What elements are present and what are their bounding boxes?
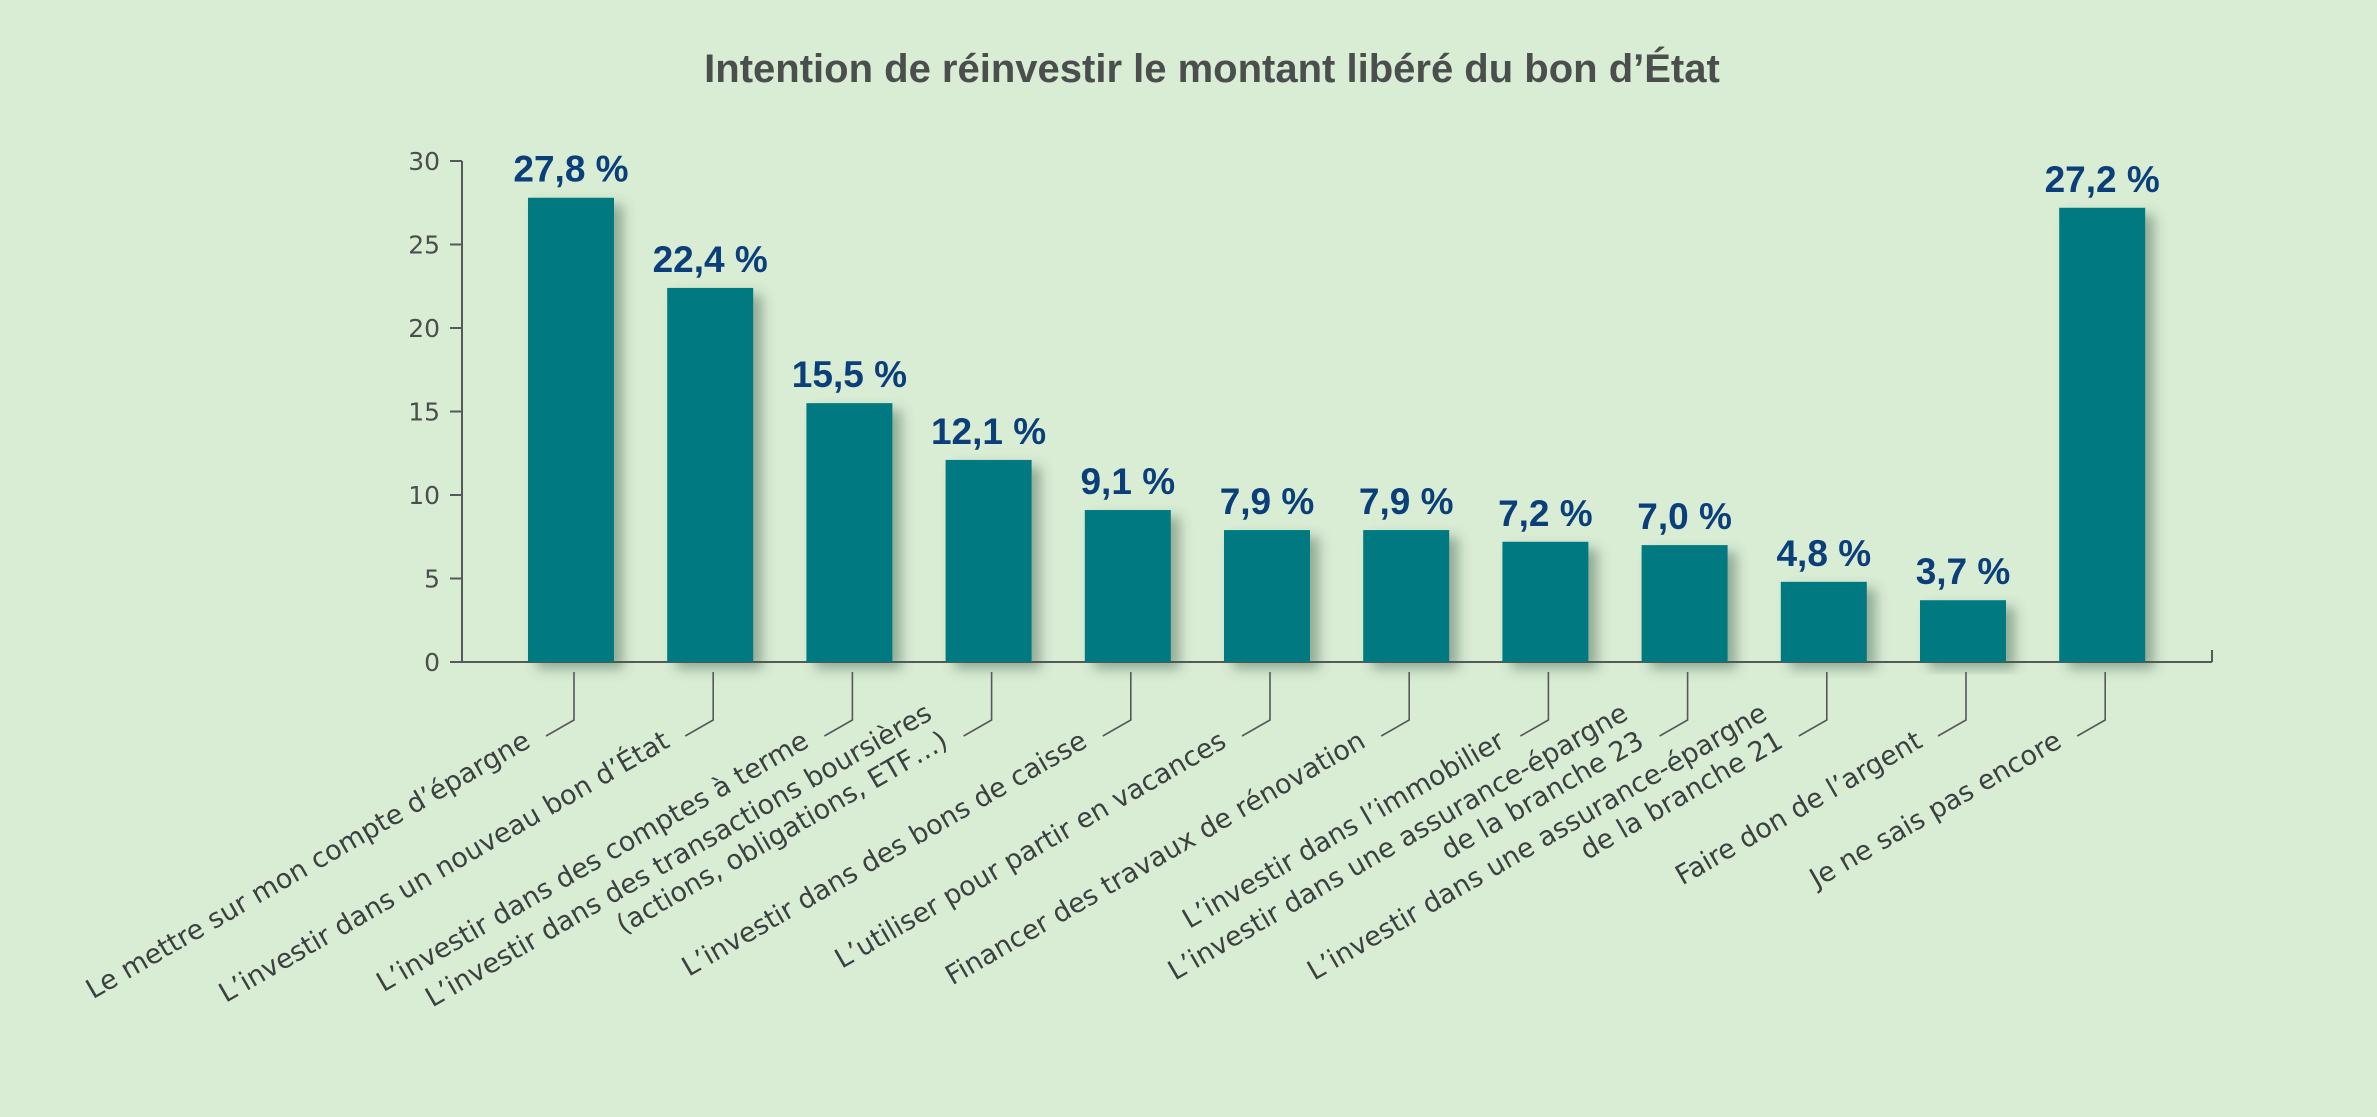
bar	[528, 197, 614, 663]
y-tick-label: 20	[408, 314, 440, 343]
y-tick-label: 5	[424, 565, 440, 594]
category-leader-line	[1520, 672, 1550, 737]
bar	[1641, 545, 1728, 662]
y-axis: 0 5 10 15 20 25 30	[408, 147, 463, 677]
category-labels: Le mettre sur mon compte d’épargneL’inve…	[81, 672, 2106, 1014]
bars	[528, 197, 2146, 663]
category-leader-line	[1798, 672, 1828, 737]
value-label: 3,7 %	[1916, 551, 2011, 592]
value-label: 12,1 %	[931, 411, 1046, 452]
bar	[1363, 530, 1450, 662]
value-label: 7,2 %	[1498, 493, 1593, 534]
y-tick-label: 10	[408, 481, 440, 510]
bar	[667, 287, 754, 662]
bar	[1084, 510, 1171, 662]
category-leader-line	[2076, 672, 2106, 737]
value-label: 15,5 %	[792, 354, 907, 395]
bar	[806, 403, 893, 662]
value-label: 27,2 %	[2045, 159, 2160, 200]
value-label: 7,0 %	[1637, 496, 1732, 537]
value-label: 4,8 %	[1776, 533, 1871, 574]
category-label: Je ne sais pas encore	[1803, 725, 2067, 895]
value-label: 22,4 %	[653, 239, 768, 280]
value-label: 27,8 %	[513, 149, 628, 190]
bar	[1502, 541, 1589, 662]
category-label-line: Je ne sais pas encore	[1803, 725, 2067, 895]
y-tick-label: 0	[424, 648, 440, 677]
y-tick-label: 25	[408, 231, 440, 260]
value-label: 7,9 %	[1359, 481, 1454, 522]
bar	[1920, 600, 2006, 662]
bar	[1224, 530, 1310, 662]
bar	[1780, 581, 1867, 662]
bar	[945, 459, 1032, 662]
value-label: 7,9 %	[1220, 481, 1315, 522]
category-leader-line	[963, 672, 993, 737]
category-label: L’investir dans une assurance-épargnede …	[1163, 698, 1649, 987]
category-leader-line	[1241, 672, 1271, 737]
chart-title: Intention de réinvestir le montant libér…	[704, 46, 1720, 91]
bar	[2059, 207, 2146, 662]
value-label: 9,1 %	[1080, 461, 1175, 502]
category-leader-line	[545, 672, 575, 737]
category-leader-line	[1659, 672, 1689, 737]
category-leader-line	[1102, 672, 1132, 737]
y-tick-label: 30	[408, 147, 440, 176]
category-leader-line	[1937, 672, 1967, 737]
y-tick-label: 15	[408, 398, 440, 427]
value-labels: 27,8 % 22,4 % 15,5 % 12,1 % 9,1 % 7,9 % 7,9 % 7…	[513, 149, 2159, 592]
category-leader-line	[824, 672, 854, 737]
category-leader-line	[1380, 672, 1410, 737]
category-leader-line	[684, 672, 714, 737]
